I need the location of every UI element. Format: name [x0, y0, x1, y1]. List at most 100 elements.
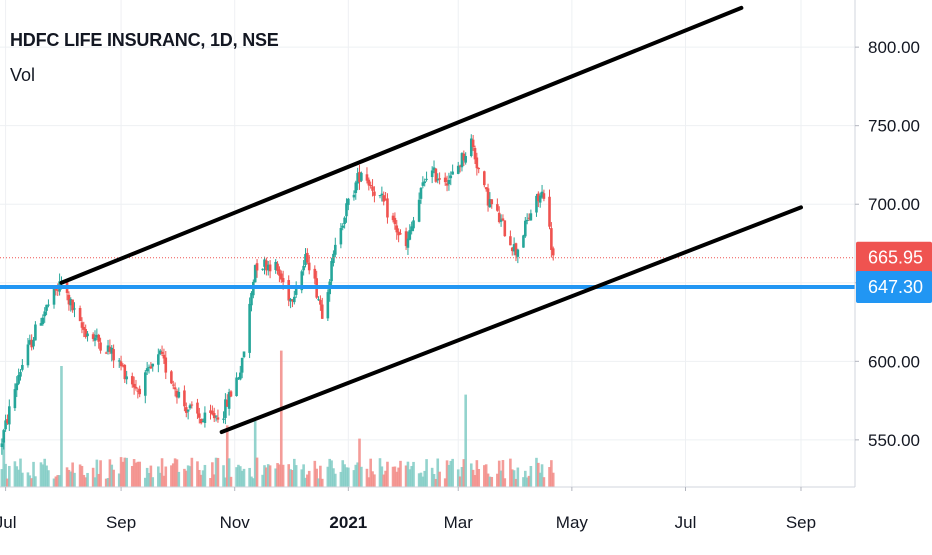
candle-body	[19, 372, 22, 377]
volume-bar	[34, 476, 37, 487]
candle-body	[386, 198, 389, 218]
volume-bar	[488, 476, 492, 487]
volume-bar	[551, 472, 555, 487]
candle-body	[261, 268, 264, 270]
volume-bar	[421, 476, 425, 487]
x-tick-label: 2021	[329, 513, 367, 532]
candle-body	[339, 228, 343, 245]
volume-bar	[149, 465, 153, 487]
candle-body	[93, 337, 97, 341]
candle-body	[378, 195, 382, 197]
candle-body	[522, 235, 525, 248]
candle-body	[483, 171, 486, 186]
volume-bar	[436, 458, 440, 487]
volume-bar	[412, 461, 415, 487]
candle-body	[69, 299, 73, 306]
candle-body	[112, 349, 115, 361]
volume-bar	[39, 462, 43, 487]
volume-bar	[300, 469, 304, 487]
volume-bar	[443, 478, 447, 487]
last-price-label[interactable]: 665.95	[868, 248, 923, 268]
candle-body	[512, 244, 516, 252]
candle-body	[496, 204, 499, 211]
chart-title[interactable]: HDFC LIFE INSURANC, 1D, NSE	[10, 30, 279, 50]
volume-bar	[162, 475, 166, 487]
candle-body	[341, 225, 345, 228]
volume-bar	[78, 464, 82, 487]
candle-body	[525, 219, 529, 222]
volume-bar	[265, 467, 268, 487]
volume-bar	[43, 458, 47, 487]
volume-bar	[173, 458, 177, 487]
volume-bar	[82, 474, 86, 487]
candle-body	[300, 271, 304, 291]
candle-body	[304, 254, 307, 265]
volume-bar	[147, 473, 151, 487]
volume-bar	[462, 459, 466, 487]
candle-body	[130, 376, 134, 385]
candle-body	[276, 263, 279, 271]
trendline-1[interactable]	[59, 5, 744, 285]
candle-body	[399, 233, 402, 235]
candle-body	[279, 273, 283, 280]
horizontal-line-label[interactable]: 647.30	[868, 277, 923, 297]
volume-bar	[294, 465, 298, 487]
candle-body	[177, 391, 181, 398]
candle-body	[28, 340, 32, 345]
x-tick-label: Nov	[220, 513, 251, 532]
volume-bar	[201, 470, 205, 487]
volume-bar	[69, 471, 73, 487]
volume-bar	[352, 470, 356, 487]
volume-bar	[123, 457, 127, 487]
volume-bar	[525, 477, 529, 487]
candle-body	[265, 260, 268, 271]
candle-body	[8, 406, 11, 425]
candle-body	[369, 185, 372, 187]
candle-body	[421, 182, 425, 186]
candle-body	[367, 179, 371, 186]
horizontal-line-label-bg[interactable]	[856, 271, 932, 304]
volume-bar	[540, 464, 544, 487]
candle-body	[490, 199, 494, 205]
volume-bar	[510, 469, 514, 487]
volume-bar	[496, 473, 499, 487]
volume-bar	[291, 470, 294, 487]
candle-body	[438, 178, 441, 180]
candle-body	[222, 418, 225, 420]
candle-body	[352, 194, 356, 198]
volume-bar	[484, 464, 488, 487]
volume-bar	[345, 467, 348, 487]
candle-body	[425, 178, 428, 180]
volume-bar	[121, 461, 125, 487]
grid	[0, 0, 855, 487]
volume-bar	[184, 470, 188, 487]
last-price-label-bg[interactable]	[856, 241, 932, 274]
volume-legend-label[interactable]: Vol	[10, 65, 36, 85]
volume-bar	[475, 460, 479, 487]
candle-body	[516, 249, 520, 257]
trendline-2[interactable]	[219, 205, 803, 435]
candle-body	[106, 345, 110, 352]
candle-body	[175, 390, 179, 398]
volume-bar	[317, 478, 320, 487]
volume-bar	[304, 477, 307, 487]
candle-body	[125, 376, 128, 380]
volume-bar	[41, 464, 45, 487]
volume-bar	[347, 467, 350, 487]
volume-bar	[19, 458, 22, 487]
candle-body	[317, 299, 320, 301]
candle-body	[330, 261, 333, 282]
candle-body	[157, 354, 160, 365]
candle-body	[538, 195, 542, 203]
candle-body	[138, 388, 142, 395]
volume-bar	[274, 468, 277, 487]
volume-bar	[248, 467, 251, 487]
volume-bar	[395, 471, 399, 487]
overlays[interactable]	[0, 5, 855, 435]
volume-bar	[328, 458, 332, 487]
volume-bar	[238, 466, 242, 487]
candle-body	[360, 172, 363, 181]
volume-bar	[268, 465, 272, 487]
